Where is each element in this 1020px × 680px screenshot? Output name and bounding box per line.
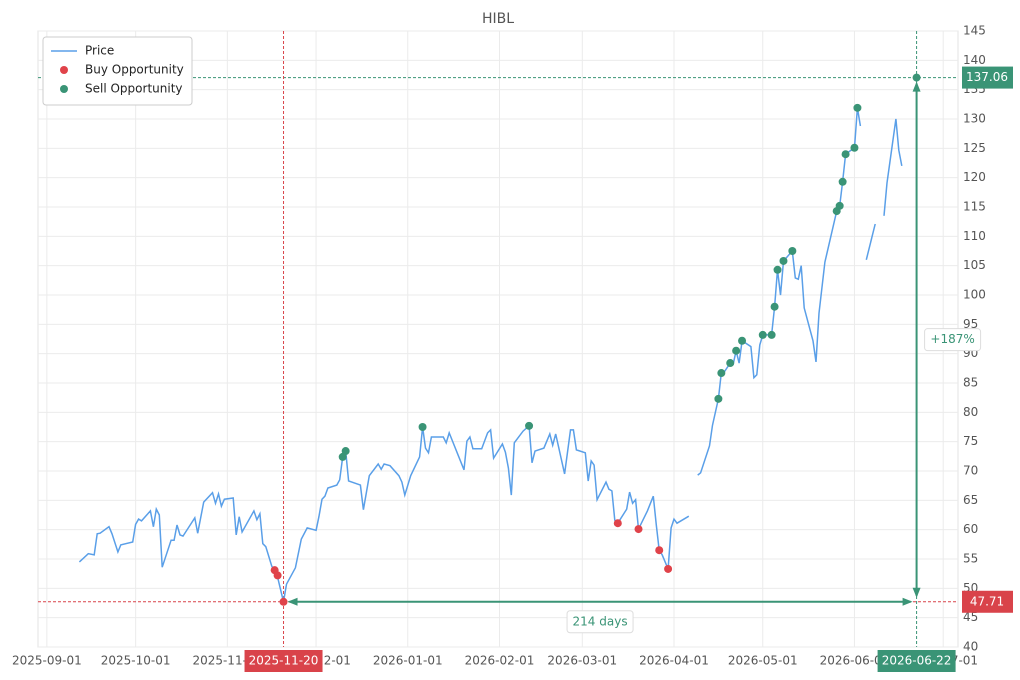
signal-point	[850, 143, 859, 152]
price-line	[883, 118, 903, 216]
signal-point	[779, 256, 788, 265]
legend-label: Buy Opportunity	[85, 63, 184, 77]
signal-point	[773, 265, 782, 274]
arrow-head	[902, 597, 913, 606]
signal-point	[732, 346, 741, 355]
y-tick-label: 145	[963, 24, 986, 38]
signal-point	[418, 423, 427, 431]
y-tick-label: 70	[963, 464, 978, 478]
signal-point	[835, 201, 844, 210]
signal-point	[767, 330, 776, 339]
arrow-head	[287, 597, 298, 606]
x-tick-label: 2026-01-01	[373, 654, 443, 668]
date-box-label: 2025-11-20	[249, 654, 319, 668]
signal-point	[841, 150, 850, 159]
y-tick-label: 80	[963, 405, 978, 419]
y-tick-label: 125	[963, 141, 986, 155]
signal-point	[341, 447, 350, 456]
plot-area	[37, 30, 959, 648]
y-tick-label: 65	[963, 493, 978, 507]
signal-point	[613, 519, 622, 528]
y-tick-label: 95	[963, 317, 978, 331]
y-tick-label: 120	[963, 170, 986, 184]
duration-label: 214 days	[573, 614, 628, 628]
x-tick-label: 2025-09-01	[12, 654, 82, 668]
y-tick-label: 75	[963, 434, 978, 448]
legend-label: Sell Opportunity	[85, 82, 183, 96]
signal-point	[664, 564, 673, 573]
y-tick-label: 100	[963, 288, 986, 302]
price-line	[78, 424, 690, 602]
legend: Price Buy Opportunity Sell Opportunity	[42, 36, 193, 106]
date-box	[877, 650, 956, 672]
y-tick-label: 85	[963, 376, 978, 390]
x-tick-label: 2026-05-01	[728, 654, 798, 668]
signal-point	[770, 302, 779, 311]
price-line	[865, 223, 876, 260]
y-tick-label: 45	[963, 610, 978, 624]
arrow-head	[912, 587, 921, 598]
signal-point	[788, 247, 797, 255]
signal-point	[655, 546, 664, 555]
value-box	[962, 66, 1013, 89]
signal-point	[717, 369, 726, 378]
y-tick-label: 140	[963, 53, 986, 67]
y-tick-label: 55	[963, 552, 978, 566]
x-tick-label: 2026-03-01	[547, 654, 617, 668]
signal-point	[279, 597, 288, 606]
y-tick-label: 115	[963, 200, 986, 214]
price-line	[697, 107, 862, 476]
y-tick-label: 110	[963, 229, 986, 243]
signal-point	[853, 103, 862, 112]
signal-point	[714, 394, 723, 403]
value-box-label: 137.06	[966, 70, 1008, 84]
x-tick-label: 2026-04-01	[639, 654, 709, 668]
arrow-head	[912, 81, 921, 92]
signal-point	[758, 330, 767, 339]
signal-point	[273, 571, 282, 580]
y-tick-label: 60	[963, 522, 978, 536]
annotation-box	[924, 328, 982, 352]
legend-swatch	[60, 85, 68, 93]
value-box	[962, 590, 1013, 613]
x-tick-label: 2025-10-01	[101, 654, 171, 668]
legend-label: Price	[85, 44, 114, 58]
legend-swatch	[60, 66, 68, 74]
signal-point	[912, 73, 921, 82]
signal-point	[634, 525, 643, 534]
y-tick-label: 130	[963, 112, 986, 126]
signal-point	[838, 177, 847, 186]
signal-point	[525, 421, 534, 430]
date-box	[244, 650, 323, 672]
value-box-label: 47.71	[970, 594, 1004, 608]
date-box-label: 2026-06-22	[882, 654, 952, 668]
signal-point	[726, 359, 735, 368]
y-tick-label: 40	[963, 640, 978, 654]
signal-point	[738, 336, 747, 345]
change-label: +187%	[930, 332, 974, 346]
y-tick-label: 105	[963, 258, 986, 272]
legend-box	[42, 36, 193, 106]
x-tick-label: 2026-02-01	[465, 654, 535, 668]
annotation-box	[566, 610, 634, 634]
x-tick-label: 2026-06-01	[820, 654, 890, 668]
chart-title: HIBL	[482, 11, 514, 27]
